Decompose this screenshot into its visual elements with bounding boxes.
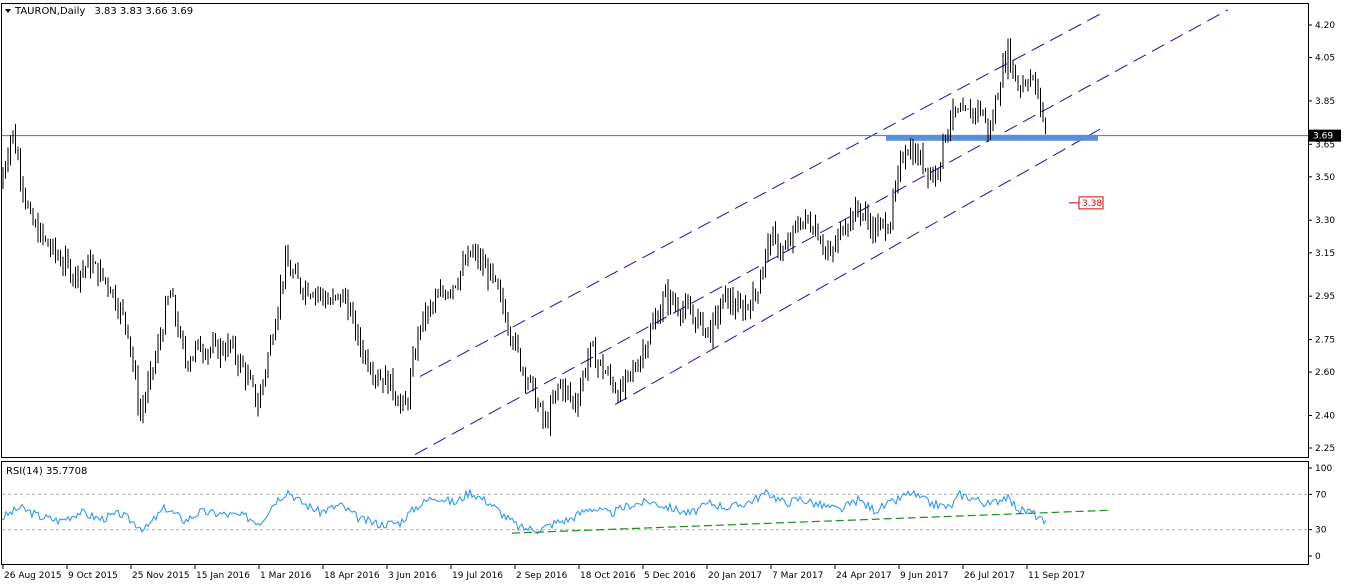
price-bars: [2, 38, 1046, 436]
price-panel[interactable]: [1, 3, 1309, 458]
rsi-line: [1, 488, 1047, 534]
time-axis-label: 1 Mar 2016: [260, 571, 312, 581]
price-axis-label: 4.20: [1315, 21, 1335, 31]
price-axis-label: 2.95: [1315, 292, 1335, 302]
target-label-text: 3.38: [1082, 199, 1102, 209]
price-axis-label: 3.30: [1315, 216, 1335, 226]
time-axis-label: 18 Oct 2016: [580, 571, 636, 581]
price-axis: 4.20 4.05 3.85 3.65 3.50 3.30 3.15 2.95 2.75 2.60…: [1308, 21, 1335, 454]
time-axis-label: 9 Jun 2017: [900, 571, 948, 581]
price-axis-label: 2.25: [1315, 444, 1335, 454]
channel-middle-line: [414, 9, 1229, 455]
time-axis-label: 18 Apr 2016: [324, 571, 380, 581]
time-axis-label: 20 Jan 2017: [708, 571, 762, 581]
symbol-name: TAURON,Daily: [14, 6, 85, 17]
price-axis-label: 3.50: [1315, 173, 1335, 183]
current-price-tag-text: 3.69: [1313, 132, 1333, 142]
time-axis-label: 5 Dec 2016: [644, 571, 696, 581]
time-axis-label: 11 Sep 2017: [1028, 571, 1085, 581]
support-zone: [886, 134, 1098, 141]
time-axis-label: 24 Apr 2017: [836, 571, 892, 581]
rsi-title: RSI(14) 35.7708: [6, 466, 87, 477]
ohlc-readout: 3.83 3.83 3.66 3.69: [94, 6, 193, 17]
dropdown-triangle-icon[interactable]: [5, 9, 11, 13]
symbol-title[interactable]: TAURON,Daily 3.83 3.83 3.66 3.69: [5, 6, 193, 17]
time-axis-label: 19 Jul 2016: [452, 571, 503, 581]
time-axis-label: 25 Nov 2015: [132, 571, 190, 581]
rsi-axis-label: 70: [1315, 490, 1327, 500]
price-axis-label: 4.05: [1315, 54, 1335, 64]
rsi-axis: 100 70 30 0: [1308, 464, 1332, 562]
rsi-level-lines: [2, 493, 1308, 531]
rsi-axis-label: 30: [1315, 526, 1327, 536]
channel-lower-line: [614, 128, 1101, 406]
time-axis-label: 9 Oct 2015: [68, 571, 118, 581]
current-price-tag: 3.69: [1309, 129, 1341, 142]
price-axis-label: 3.65: [1315, 140, 1335, 150]
price-axis-label: 2.75: [1315, 336, 1335, 346]
rsi-axis-label: 0: [1315, 552, 1321, 562]
rsi-axis-label: 100: [1315, 464, 1332, 474]
time-axis-label: 2 Sep 2016: [516, 571, 568, 581]
time-axis-label: 15 Jan 2016: [196, 571, 250, 581]
price-axis-label: 3.15: [1315, 249, 1335, 259]
svg-text:TAURON,Daily 3.83 3.83 3: TAURON,Daily 3.83 3.83 3.66 3.69: [14, 6, 193, 17]
channel-upper-line: [419, 13, 1101, 377]
rsi-panel[interactable]: [1, 461, 1309, 565]
price-axis-label: 2.60: [1315, 368, 1335, 378]
time-axis-label: 7 Mar 2017: [772, 571, 823, 581]
time-axis-label: 26 Jul 2017: [964, 571, 1015, 581]
time-axis: 26 Aug 2015 9 Oct 2015 25 Nov 2015 15 Jan 2…: [2, 565, 1085, 581]
price-axis-label: 2.40: [1315, 411, 1335, 421]
time-axis-label: 3 Jun 2016: [388, 571, 437, 581]
time-axis-label: 26 Aug 2015: [4, 571, 62, 581]
rsi-trendline: [511, 509, 1111, 534]
trend-channel: [414, 9, 1229, 455]
target-label: 3.38: [1069, 196, 1104, 210]
price-axis-label: 3.85: [1315, 97, 1335, 107]
